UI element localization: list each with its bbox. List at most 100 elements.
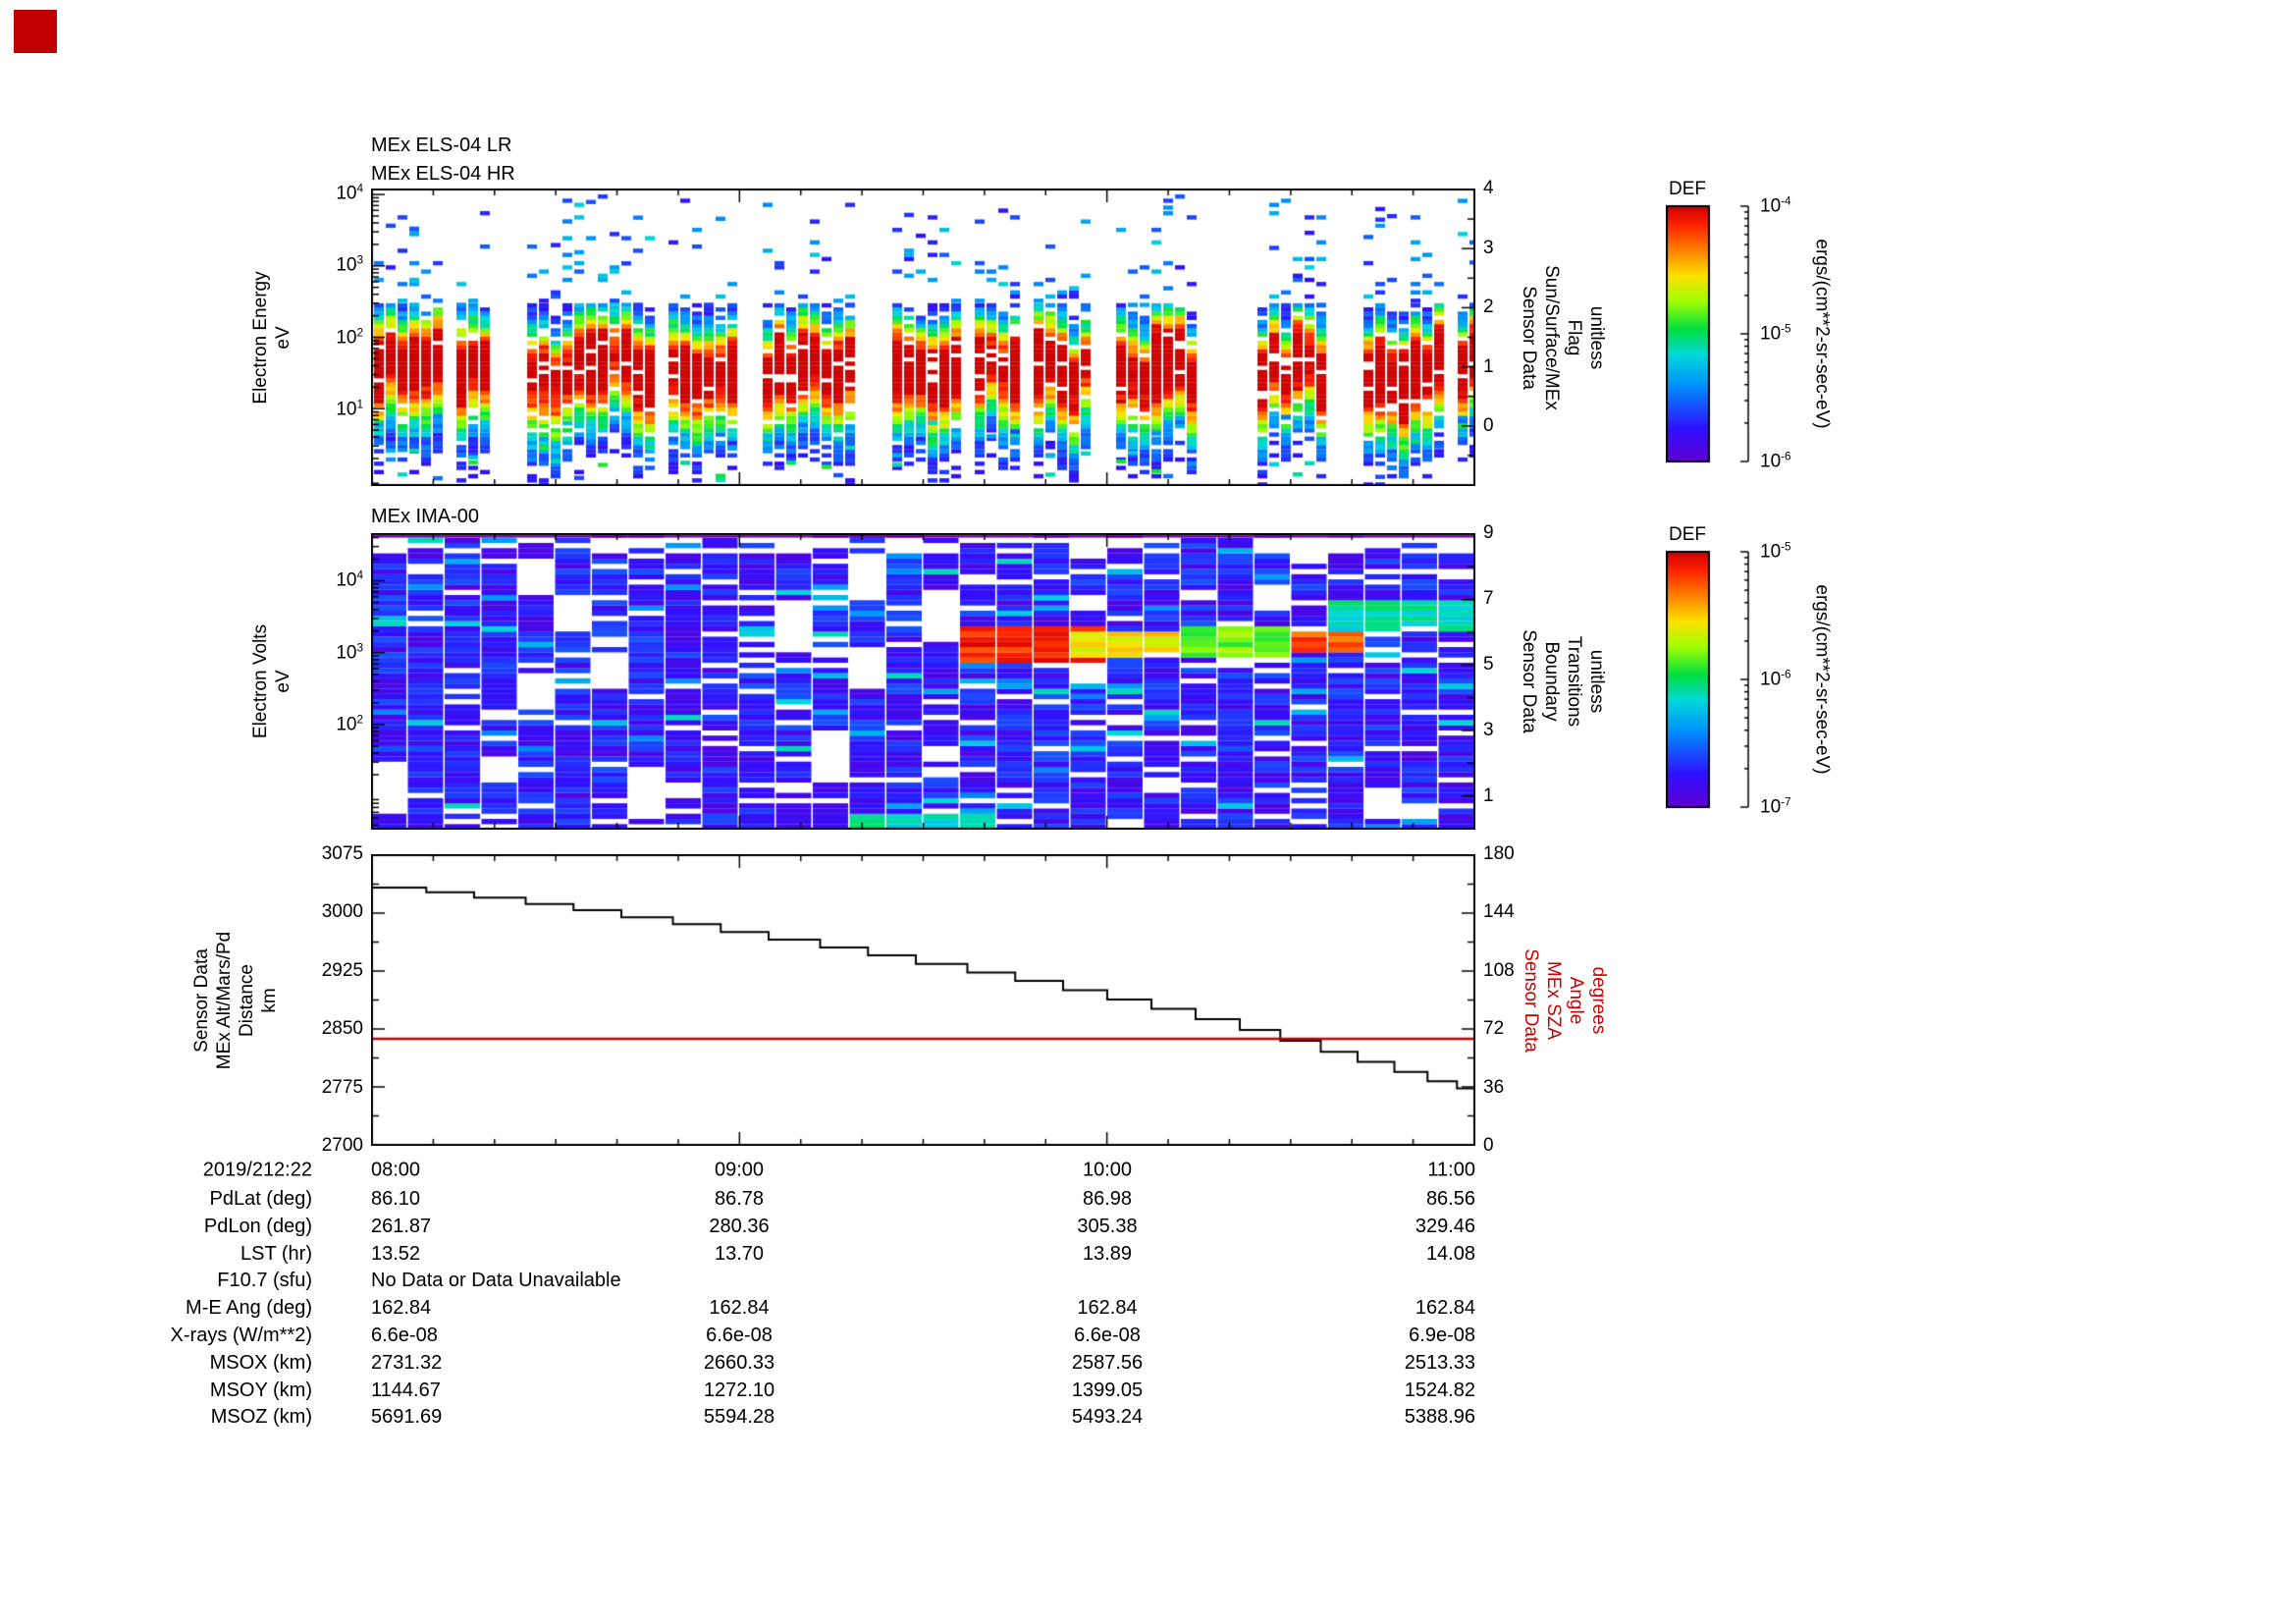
table-cell-value: 2587.56 [1071, 1351, 1144, 1374]
table-cell-value: 5493.24 [1071, 1406, 1144, 1429]
table-cell-value: 2513.33 [1404, 1351, 1475, 1374]
altitude-axis-canvas [371, 854, 1475, 1146]
table-cell-value: 14.08 [1425, 1242, 1475, 1265]
alt-right-tick-label: 108 [1483, 959, 1515, 981]
table-cell-value: 1272.10 [703, 1379, 775, 1401]
table-cell-value: 6.6e-08 [1074, 1325, 1141, 1346]
ima-right-axis-label: unitless Transitions Boundary Sensor Dat… [1519, 629, 1607, 733]
table-cell-value: 280.36 [709, 1215, 770, 1237]
table-cell-value: 86.56 [1425, 1188, 1475, 1210]
alt-right-tick-label: 144 [1483, 901, 1515, 923]
table-row-label: M-E Ang (deg) [186, 1297, 312, 1320]
ima-y-axis-label: Electron Volts eV [250, 623, 294, 739]
table-row-label: LST (hr) [240, 1242, 312, 1265]
colorbar-2-title: DEF [1669, 524, 1706, 545]
table-row-label: MSOY (km) [209, 1379, 312, 1401]
table-cell-value: 5388.96 [1404, 1406, 1475, 1429]
ima-right-tick-label: 5 [1483, 654, 1494, 676]
table-row-label: MSOZ (km) [210, 1406, 312, 1429]
alt-right-tick-label: 180 [1483, 843, 1515, 864]
ima-title: MEx IMA-00 [371, 506, 480, 527]
els-right-tick-label: 3 [1483, 237, 1494, 258]
els-y-tick-label: 102 [336, 325, 363, 349]
alt-right-axis-label: degrees Angle MEx SZA Sensor Data [1521, 947, 1609, 1053]
table-cell-value: 13.70 [714, 1242, 765, 1265]
colorbar-1-canvas [1666, 202, 1764, 465]
els-right-tick-label: 2 [1483, 297, 1494, 318]
els-y-tick-label: 104 [336, 182, 363, 204]
table-cell-value: 162.84 [709, 1297, 770, 1320]
alt-y-tick-label: 3000 [321, 901, 363, 923]
els-title-lr: MEx ELS-04 LR [371, 135, 512, 156]
els-right-axis-label: unitless Flag Sun/Surface/MEx Sensor Dat… [1519, 264, 1607, 410]
table-cell-value: 86.98 [1082, 1188, 1133, 1210]
table-cell-value: 13.52 [371, 1242, 421, 1265]
table-row-label: PdLon (deg) [203, 1215, 312, 1237]
table-cell-value: 329.46 [1415, 1215, 1475, 1237]
x-axis-tick-label: 08:00 [371, 1159, 421, 1181]
table-cell-value: 162.84 [1415, 1297, 1475, 1320]
table-span-value: No Data or Data Unavailable [371, 1270, 621, 1292]
table-cell-value: 13.89 [1082, 1242, 1133, 1265]
table-cell-value: 6.6e-08 [371, 1325, 438, 1346]
table-row-label: PdLat (deg) [209, 1188, 312, 1210]
table-cell-value: 1144.67 [371, 1379, 441, 1401]
els-right-tick-label: 1 [1483, 355, 1494, 377]
alt-y-tick-label: 2925 [321, 959, 363, 981]
colorbar-tick-label: 10-5 [1760, 322, 1791, 345]
colorbar-tick-label: 10-6 [1760, 450, 1791, 472]
colorbar-tick-label: 10-7 [1760, 795, 1791, 818]
alt-y-tick-label: 2850 [321, 1018, 363, 1040]
corner-marker [14, 10, 57, 53]
colorbar-tick-label: 10-5 [1760, 540, 1791, 563]
colorbar-tick-label: 10-6 [1760, 668, 1791, 690]
els-right-tick-label: 4 [1483, 178, 1494, 198]
els-y-axis-label: Electron Energy eV [250, 270, 294, 405]
colorbar-1-units-label: ergs/(cm**2-sr-sec-eV) [1811, 239, 1833, 429]
table-cell-value: 2731.32 [371, 1351, 443, 1374]
table-cell-value: 1524.82 [1404, 1379, 1475, 1401]
table-cell-value: 305.38 [1077, 1215, 1138, 1237]
table-cell-value: 1399.05 [1071, 1379, 1144, 1401]
table-cell-value: 6.6e-08 [706, 1325, 773, 1346]
els-y-tick-label: 103 [336, 253, 363, 276]
table-cell-value: 6.9e-08 [1409, 1325, 1475, 1346]
table-cell-value: 86.78 [714, 1188, 765, 1210]
ima-right-tick-label: 9 [1483, 522, 1494, 543]
table-row-label: F10.7 (sfu) [217, 1270, 312, 1292]
alt-right-tick-label: 0 [1483, 1135, 1494, 1156]
colorbar-1-title: DEF [1669, 179, 1706, 199]
els-right-tick-label: 0 [1483, 415, 1494, 437]
ima-right-tick-label: 3 [1483, 720, 1494, 741]
x-axis-tick-label: 10:00 [1082, 1159, 1133, 1181]
table-row-label: MSOX (km) [209, 1351, 312, 1374]
table-cell-value: 162.84 [371, 1297, 432, 1320]
alt-y-tick-label: 3075 [321, 843, 363, 864]
els-axis-canvas [371, 189, 1475, 486]
date-label: 2019/212:22 [202, 1159, 312, 1181]
els-y-tick-label: 101 [336, 398, 363, 420]
table-cell-value: 5594.28 [703, 1406, 775, 1429]
x-axis-tick-label: 09:00 [714, 1159, 765, 1181]
table-cell-value: 162.84 [1077, 1297, 1138, 1320]
ima-y-tick-label: 104 [336, 568, 363, 591]
colorbar-2-units-label: ergs/(cm**2-sr-sec-eV) [1811, 584, 1833, 775]
alt-y-axis-label: Sensor Data MEx Alt/Mars/Pd Distance km [191, 931, 280, 1069]
alt-right-tick-label: 72 [1483, 1018, 1505, 1040]
alt-y-tick-label: 2700 [321, 1135, 363, 1156]
ima-y-tick-label: 103 [336, 640, 363, 664]
colorbar-2-canvas [1666, 548, 1764, 811]
table-cell-value: 261.87 [371, 1215, 432, 1237]
ima-y-tick-label: 102 [336, 713, 363, 735]
table-cell-value: 2660.33 [703, 1351, 775, 1374]
ima-right-tick-label: 1 [1483, 785, 1494, 807]
els-title-hr: MEx ELS-04 HR [371, 163, 515, 185]
table-cell-value: 5691.69 [371, 1406, 443, 1429]
colorbar-tick-label: 10-4 [1760, 194, 1791, 217]
alt-y-tick-label: 2775 [321, 1076, 363, 1098]
ima-right-tick-label: 7 [1483, 588, 1494, 610]
x-axis-tick-label: 11:00 [1427, 1159, 1475, 1181]
alt-right-tick-label: 36 [1483, 1076, 1505, 1098]
table-row-label: X-rays (W/m**2) [170, 1325, 312, 1346]
